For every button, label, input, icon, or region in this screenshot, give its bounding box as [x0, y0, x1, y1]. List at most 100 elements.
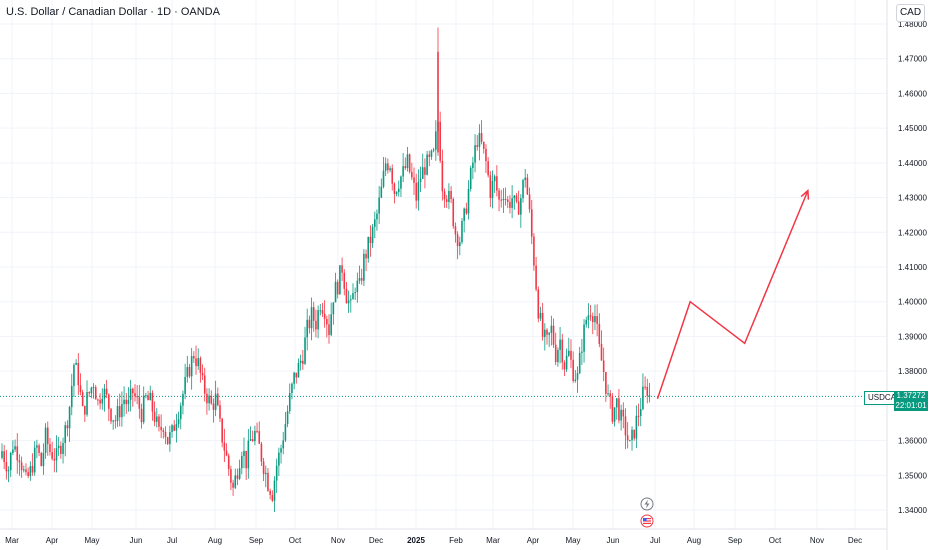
candle-body [498, 190, 500, 200]
candle-body [620, 409, 622, 421]
us-flag-icon[interactable] [640, 514, 654, 528]
candle-body [94, 387, 97, 400]
candle-body [380, 186, 383, 198]
candle-body [336, 281, 339, 295]
candle-body [539, 312, 542, 319]
candle-body [615, 398, 618, 408]
candle-body [478, 133, 481, 147]
candle-body [565, 355, 568, 370]
currency-button[interactable]: CAD [896, 4, 925, 22]
candle-body [62, 443, 64, 454]
candle-body [197, 358, 199, 367]
candle-body [500, 199, 503, 201]
candle-body [526, 177, 529, 195]
projection-path[interactable] [656, 189, 810, 400]
bar-countdown: 22:01:01 [895, 401, 927, 410]
candle-body [77, 362, 80, 386]
candle-body [284, 424, 287, 441]
candle-body [365, 253, 367, 259]
x-tick-label: Nov [331, 536, 345, 545]
candle-body [269, 490, 271, 495]
price-axis[interactable]: 1.48000 1.47000 1.46000 1.45000 1.44000 1.430… [898, 20, 927, 515]
projection-line[interactable] [656, 190, 809, 400]
candle-body [319, 310, 322, 312]
x-tick-label: Jul [650, 536, 660, 545]
candle-body [369, 236, 372, 244]
y-tick-label: 1.34000 [898, 506, 927, 515]
candlestick-series [1, 27, 651, 513]
candle-body [546, 329, 548, 335]
candle-body [230, 469, 232, 483]
candle-body [568, 350, 570, 356]
candle-body [232, 482, 234, 488]
candle-body [310, 307, 313, 329]
candle-body [454, 226, 457, 235]
candle-body [561, 339, 564, 363]
candle-body [631, 429, 633, 441]
candle-body [332, 302, 335, 315]
candle-body [391, 168, 394, 184]
candle-body [637, 415, 640, 417]
candle-body [203, 375, 206, 394]
candle-body [282, 440, 285, 449]
candle-body [247, 440, 250, 469]
candle-body [548, 332, 550, 335]
candle-body [138, 397, 141, 409]
candle-body [598, 323, 601, 344]
candle-body [190, 356, 193, 377]
candle-body [352, 293, 354, 300]
candle-body [476, 145, 479, 147]
candle-body [140, 408, 143, 423]
candle-body [371, 226, 374, 244]
candle-body [611, 396, 614, 422]
candle-body [428, 154, 431, 157]
x-tick-label: Jun [607, 536, 620, 545]
candle-body [145, 395, 147, 397]
candle-body [482, 141, 485, 149]
candle-body [624, 416, 627, 436]
candle-body [118, 406, 121, 418]
candle-body [472, 162, 474, 168]
candle-body [400, 176, 402, 189]
candle-body [3, 451, 5, 463]
candle-body [160, 426, 162, 431]
candle-body [9, 452, 12, 471]
candle-body [184, 376, 186, 394]
candle-body [393, 183, 396, 194]
candle-body [151, 392, 154, 412]
lightning-icon[interactable] [640, 497, 654, 511]
candle-body [97, 399, 99, 401]
time-axis[interactable]: Mar Apr May Jun Jul Aug Sep Oct Nov Dec 2025 Feb Mar… [5, 536, 862, 545]
x-tick-label: Oct [769, 536, 782, 545]
x-tick-label: May [565, 536, 580, 545]
chart-title: U.S. Dollar / Canadian Dollar · 1D · OAN… [6, 6, 220, 18]
candle-body [114, 420, 117, 422]
y-tick-label: 1.36000 [898, 437, 927, 446]
candle-body [225, 450, 228, 456]
candle-body [395, 192, 398, 194]
candle-body [88, 392, 90, 394]
x-tick-label: Aug [687, 536, 701, 545]
candle-body [193, 356, 195, 359]
candle-body [5, 462, 8, 472]
candle-body [177, 419, 180, 425]
candle-body [330, 314, 332, 335]
candle-body [214, 393, 217, 410]
candle-body [208, 395, 210, 404]
x-tick-label: Apr [46, 536, 59, 545]
candle-body [323, 313, 326, 319]
candle-body [251, 439, 254, 442]
candle-body [602, 360, 605, 372]
candle-body [515, 195, 518, 202]
x-tick-label: May [84, 536, 99, 545]
candle-body [485, 148, 487, 162]
candle-body [570, 350, 572, 360]
candle-body [360, 278, 363, 281]
candle-body [127, 399, 130, 405]
candle-body [463, 208, 465, 222]
candle-body [280, 448, 282, 453]
candle-body [12, 449, 14, 453]
candle-body [49, 444, 51, 453]
candle-body [302, 360, 304, 364]
